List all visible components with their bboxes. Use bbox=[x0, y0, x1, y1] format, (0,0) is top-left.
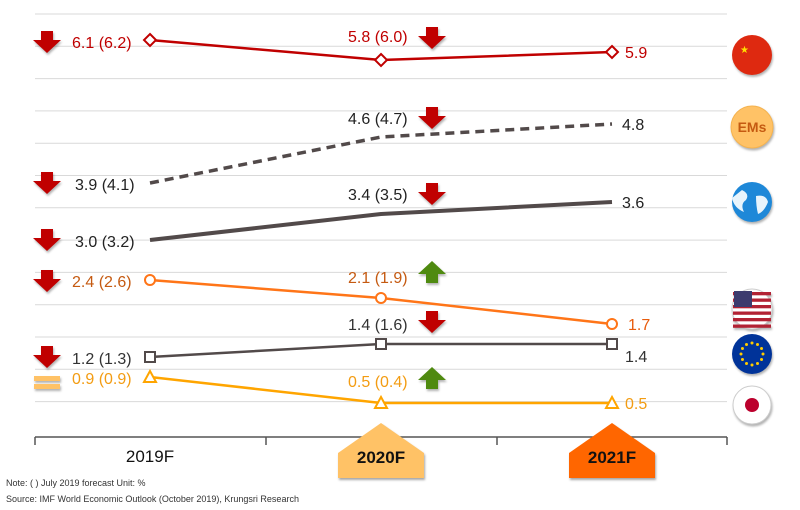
category-highlight bbox=[569, 423, 655, 478]
up-arrow-icon bbox=[418, 261, 446, 283]
down-arrow-shape bbox=[418, 27, 446, 49]
continents bbox=[732, 190, 768, 214]
x-tick-label: 2021F bbox=[588, 448, 636, 467]
china-flag-icon: ★ bbox=[732, 35, 772, 75]
star bbox=[760, 347, 764, 350]
data-point-marker bbox=[373, 52, 389, 68]
data-point-marker bbox=[604, 394, 620, 409]
star bbox=[756, 362, 759, 366]
data-point-marker bbox=[144, 351, 156, 363]
star bbox=[739, 352, 743, 356]
data-point-marker bbox=[606, 338, 618, 350]
series-line-world bbox=[149, 200, 613, 242]
data-point-marker bbox=[144, 274, 156, 286]
star bbox=[745, 362, 748, 366]
down-arrow-shape bbox=[33, 270, 61, 292]
star bbox=[745, 342, 748, 346]
star bbox=[750, 363, 754, 367]
canton bbox=[734, 291, 752, 307]
data-label: 4.6 (4.7) bbox=[348, 111, 408, 128]
footer-source: Source: IMF World Economic Outlook (Octo… bbox=[6, 494, 299, 504]
down-arrow-shape bbox=[418, 107, 446, 129]
x-tick-label: 2019F bbox=[126, 447, 174, 466]
category-highlight bbox=[338, 423, 424, 478]
data-label: 3.0 (3.2) bbox=[75, 234, 135, 251]
series-line-ems bbox=[149, 122, 613, 185]
data-label: 1.4 (1.6) bbox=[348, 317, 408, 334]
down-arrow-shape bbox=[33, 229, 61, 251]
data-label: 0.9 (0.9) bbox=[72, 371, 132, 388]
star bbox=[740, 358, 744, 361]
star bbox=[756, 342, 759, 346]
data-label: 2.4 (2.6) bbox=[72, 274, 132, 291]
data-point-marker bbox=[606, 318, 618, 330]
japan-flag-icon bbox=[732, 385, 772, 425]
data-label: 1.7 bbox=[628, 317, 650, 334]
equal-bar bbox=[34, 384, 60, 389]
ems-badge-icon: EMs bbox=[730, 105, 774, 149]
down-arrow-icon bbox=[33, 31, 61, 53]
down-arrow-icon bbox=[33, 229, 61, 251]
down-arrow-icon bbox=[418, 107, 446, 129]
data-point-marker bbox=[375, 338, 387, 350]
us-flag-icon bbox=[731, 288, 773, 330]
data-label: 2.1 (1.9) bbox=[348, 270, 408, 287]
star: ★ bbox=[740, 45, 749, 56]
data-point-marker bbox=[142, 368, 158, 383]
data-label: 3.4 (3.5) bbox=[348, 187, 408, 204]
data-label: 5.8 (6.0) bbox=[348, 29, 408, 46]
equal-arrow-icon bbox=[34, 376, 60, 389]
down-arrow-shape bbox=[33, 172, 61, 194]
stripe bbox=[733, 318, 771, 322]
footer-note: Note: ( ) July 2019 forecast Unit: % bbox=[6, 478, 146, 488]
data-label: 0.5 (0.4) bbox=[348, 374, 408, 391]
up-arrow-icon bbox=[418, 367, 446, 389]
data-label: 1.2 (1.3) bbox=[72, 351, 132, 368]
star bbox=[761, 352, 765, 356]
badge-bg bbox=[730, 105, 774, 149]
data-label: 3.6 bbox=[622, 195, 644, 212]
x-tick-label: 2020F bbox=[357, 448, 405, 467]
up-arrow-shape bbox=[418, 367, 446, 389]
star bbox=[750, 341, 754, 345]
stripe bbox=[733, 311, 771, 315]
down-arrow-shape bbox=[33, 31, 61, 53]
badge-text: EMs bbox=[738, 119, 767, 135]
down-arrow-icon bbox=[418, 183, 446, 205]
down-arrow-icon bbox=[418, 311, 446, 333]
data-label: 4.8 bbox=[622, 117, 644, 134]
stripe bbox=[733, 324, 771, 328]
flag-bg bbox=[732, 334, 772, 374]
data-label: 0.5 bbox=[625, 396, 647, 413]
down-arrow-shape bbox=[418, 183, 446, 205]
data-point-marker bbox=[604, 44, 620, 60]
flag-bg bbox=[732, 35, 772, 75]
eu-flag-icon bbox=[732, 334, 772, 374]
star bbox=[740, 347, 744, 350]
data-label: 6.1 (6.2) bbox=[72, 35, 132, 52]
data-label: 3.9 (4.1) bbox=[75, 177, 135, 194]
down-arrow-icon bbox=[418, 27, 446, 49]
data-point-marker bbox=[142, 32, 158, 48]
down-arrow-icon bbox=[33, 270, 61, 292]
data-label: 1.4 bbox=[625, 349, 647, 366]
sun bbox=[745, 398, 759, 412]
down-arrow-shape bbox=[33, 346, 61, 368]
down-arrow-icon bbox=[33, 172, 61, 194]
equal-bar bbox=[34, 376, 60, 381]
star bbox=[760, 358, 764, 361]
data-point-marker bbox=[373, 394, 389, 409]
data-label: 5.9 bbox=[625, 45, 647, 62]
down-arrow-shape bbox=[418, 311, 446, 333]
down-arrow-icon bbox=[33, 346, 61, 368]
data-point-marker bbox=[375, 292, 387, 304]
globe-icon bbox=[732, 182, 772, 222]
up-arrow-shape bbox=[418, 261, 446, 283]
